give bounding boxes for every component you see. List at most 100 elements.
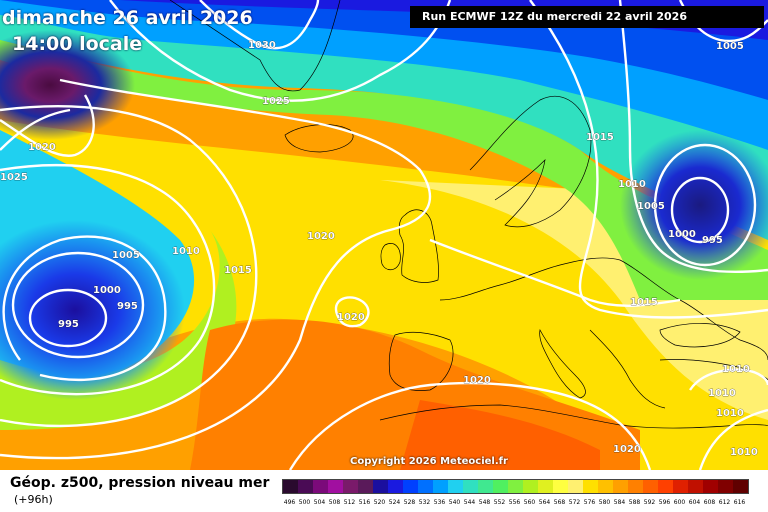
coast-britain [398,209,439,283]
lead-time: (+96h) [14,493,53,506]
isobar-label: 1015 [224,265,252,276]
isobar-label: 1020 [307,231,335,242]
coast-balkans [589,329,666,409]
legend-label: 512 [343,499,356,506]
legend-swatch [568,480,583,493]
field-low-west [0,220,185,400]
isobar-label: 1015 [630,297,658,308]
coast-blacksea [659,323,741,348]
isobar-labels: 1030 1025 1020 1025 1005 1010 1000 995 9… [0,40,758,459]
isobar-1025-west2 [0,108,71,151]
isobar-label: 995 [702,235,723,246]
legend-label: 568 [553,499,566,506]
legend-label: 548 [478,499,491,506]
isobar-1030-north [199,0,320,50]
isobar-1015-east [529,0,768,319]
legend-label: 596 [658,499,671,506]
isobar-label: 1025 [0,172,28,183]
legend-label: 560 [523,499,536,506]
coastlines [169,0,768,429]
isobar-label: 1005 [637,201,665,212]
field-deeporange [400,400,600,470]
legend-swatch [493,480,508,493]
isobar-1010-west [0,163,216,396]
isobar-1020-ring [334,296,370,328]
coast-greenland [169,0,341,92]
isobar-label: 1005 [716,41,744,52]
legend-label: 544 [463,499,476,506]
isobar-1010-se [698,408,768,470]
isobar-1020-south [288,381,652,470]
coast-africa [379,404,768,429]
isobar-label: 1020 [463,375,491,386]
legend-swatch [478,480,493,493]
legend-swatch [643,480,658,493]
legend-label: 496 [283,499,296,506]
field-low-northwest [0,30,135,140]
geopotential-pressure-map: 1030 1025 1020 1025 1005 1010 1000 995 9… [0,0,768,470]
isobar-1010-se2 [689,368,768,391]
legend-label: 528 [403,499,416,506]
legend-swatch [658,480,673,493]
legend-swatch [598,480,613,493]
isobar-label: 1010 [172,246,200,257]
field-low-east [620,130,768,280]
isobar-1000-east [670,176,730,244]
legend-swatch [433,480,448,493]
map-title: Géop. z500, pression niveau mer [10,475,270,491]
coast-ireland [380,243,401,271]
field-teal [0,10,768,240]
legend-label: 536 [433,499,446,506]
legend-swatch [523,480,538,493]
isobar-1015-europe [429,238,681,307]
isobar-label: 1010 [716,408,744,419]
isobar-label: 1020 [337,312,365,323]
isobar-1025-north [109,0,452,102]
coast-italy [539,328,586,399]
legend-label: 564 [538,499,551,506]
isobar-1010-east [618,0,768,273]
isobar-label: 1010 [618,179,646,190]
legend-swatch [418,480,433,493]
isobar-label: 1015 [586,132,614,143]
isobar-label: 1030 [248,40,276,51]
map-footer: Géop. z500, pression niveau mer (+96h) 4… [0,470,768,512]
legend-swatch [313,480,328,493]
legend-label: 532 [418,499,431,506]
isobar-1015-west [0,105,258,428]
legend-swatch [688,480,703,493]
forecast-local-time: 14:00 locale [12,33,143,55]
legend-label: 524 [388,499,401,506]
isobar-1020-mid [0,78,432,460]
legend-label: 540 [448,499,461,506]
legend-label: 504 [313,499,326,506]
legend-label: 500 [298,499,311,506]
legend-swatch [343,480,358,493]
coast-iberia [388,331,454,391]
isobar-label: 1010 [730,447,758,458]
isobar-1000-west [11,251,145,359]
legend-swatch [718,480,733,493]
legend-swatch [733,480,748,493]
legend-swatch [403,480,418,493]
legend-label: 612 [718,499,731,506]
legend-label: 552 [493,499,506,506]
legend-swatch [673,480,688,493]
legend-swatch [373,480,388,493]
legend-label: 604 [688,499,701,506]
legend-swatch [538,480,553,493]
color-scale-labels: 496 500 504 508 512 516 520 524 528 532 536 540 544 5… [282,499,747,506]
isobar-label: 1020 [28,142,56,153]
isobar-label: 1025 [262,96,290,107]
isobar-1005-west [2,235,167,382]
legend-label: 520 [373,499,386,506]
legend-label: 600 [673,499,686,506]
legend-label: 508 [328,499,341,506]
legend-swatch [298,480,313,493]
legend-swatch [508,480,523,493]
legend-label: 572 [568,499,581,506]
isobar-label: 1020 [613,444,641,455]
isobar-label: 1005 [112,250,140,261]
isobar-1005-east [653,143,757,267]
